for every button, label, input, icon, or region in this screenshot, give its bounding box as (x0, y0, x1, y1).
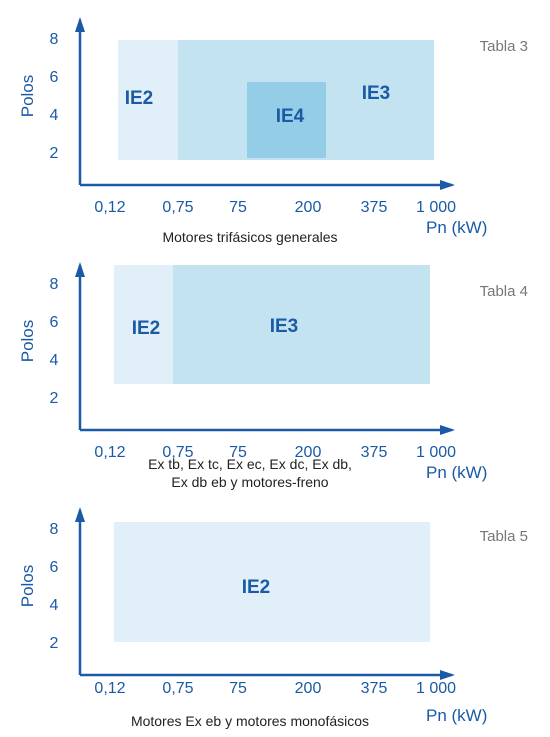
diagram-panel: IE2 IE3 IE4 8 6 4 2 Polos 0,12 0,75 75 200 375 1 000 T… (0, 0, 550, 247)
x-tick-label: 0,12 (94, 680, 125, 697)
y-axis-arrow-icon (75, 17, 85, 32)
region-ie2 (114, 265, 173, 384)
y-tick-label: 2 (50, 635, 59, 652)
table-label: Tabla 5 (479, 528, 528, 545)
caption-line: Motores trifásicos generales (162, 229, 338, 245)
y-tick-label: 4 (50, 597, 59, 614)
region-ie4 (247, 82, 326, 158)
x-axis-label: Pn (kW) (426, 706, 488, 725)
caption-line: Ex tb, Ex tc, Ex ec, Ex dc, Ex db, (148, 456, 352, 472)
region-ie3 (173, 265, 430, 384)
y-axis-label: Polos (18, 75, 37, 118)
region-ie2 (114, 522, 430, 642)
x-tick-label: 200 (295, 680, 322, 697)
y-axis-label: Polos (18, 320, 37, 363)
region-label-ie3: IE3 (362, 83, 391, 104)
table-label: Tabla 4 (479, 283, 528, 300)
x-tick-label: 0,75 (162, 680, 193, 697)
x-tick-label: 75 (229, 199, 247, 216)
x-tick-label: 1 000 (416, 444, 456, 461)
x-tick-label: 0,12 (94, 444, 125, 461)
x-tick-label: 75 (229, 444, 247, 461)
y-tick-label: 2 (50, 390, 59, 407)
diagram-caption: Ex tb, Ex tc, Ex ec, Ex dc, Ex db, Ex db … (0, 455, 500, 491)
table-label: Tabla 3 (479, 38, 528, 55)
diagram-plot: IE2 8 6 4 2 Polos 0,12 0,75 75 200 375 1 000 (18, 507, 456, 697)
y-axis-arrow-icon (75, 507, 85, 522)
x-tick-label: 200 (295, 444, 322, 461)
y-tick-label: 6 (50, 314, 59, 331)
region-label-ie4: IE4 (276, 106, 305, 127)
x-tick-label: 1 000 (416, 199, 456, 216)
diagram-plot: IE2 IE3 IE4 8 6 4 2 Polos 0,12 0,75 75 200 375 1 000 (18, 17, 456, 216)
x-axis-arrow-icon (440, 425, 455, 435)
y-tick-label: 8 (50, 276, 59, 293)
x-tick-label: 375 (361, 680, 388, 697)
y-axis-arrow-icon (75, 262, 85, 277)
x-axis-arrow-icon (440, 670, 455, 680)
region-label-ie2: IE2 (242, 577, 271, 598)
x-axis-arrow-icon (440, 180, 455, 190)
y-tick-label: 8 (50, 521, 59, 538)
y-tick-label: 6 (50, 559, 59, 576)
y-axis-label: Polos (18, 565, 37, 608)
y-tick-label: 4 (50, 107, 59, 124)
x-tick-label: 0,75 (162, 199, 193, 216)
x-tick-label: 75 (229, 680, 247, 697)
x-tick-label: 0,75 (162, 444, 193, 461)
x-tick-label: 1 000 (416, 680, 456, 697)
x-tick-label: 375 (361, 199, 388, 216)
y-tick-label: 2 (50, 145, 59, 162)
diagram-plot: IE2 IE3 8 6 4 2 Polos 0,12 0,75 75 200 375 1 000 (18, 262, 456, 461)
diagram-panel: IE2 8 6 4 2 Polos 0,12 0,75 75 200 375 1 000 Tabla 5… (0, 490, 550, 737)
caption-line: Ex db eb y motores-freno (171, 474, 329, 490)
diagram-caption: Motores trifásicos generales (0, 228, 500, 246)
diagram-panel: IE2 IE3 8 6 4 2 Polos 0,12 0,75 75 200 375 1 000 Tabl… (0, 245, 550, 492)
y-tick-label: 8 (50, 31, 59, 48)
caption-line: Motores Ex eb y motores monofásicos (130, 713, 370, 729)
x-tick-label: 200 (295, 199, 322, 216)
y-tick-label: 6 (50, 69, 59, 86)
y-tick-label: 4 (50, 352, 59, 369)
diagram-caption: Motores Ex eb y motores monofásicos (0, 712, 500, 730)
region-ie2 (118, 40, 178, 160)
x-tick-label: 375 (361, 444, 388, 461)
x-axis-label: Pn (kW) (426, 463, 488, 482)
region-label-ie2: IE2 (132, 318, 161, 339)
x-axis-label: Pn (kW) (426, 218, 488, 237)
region-label-ie2: IE2 (125, 88, 154, 109)
x-tick-label: 0,12 (94, 199, 125, 216)
region-label-ie3: IE3 (270, 316, 299, 337)
